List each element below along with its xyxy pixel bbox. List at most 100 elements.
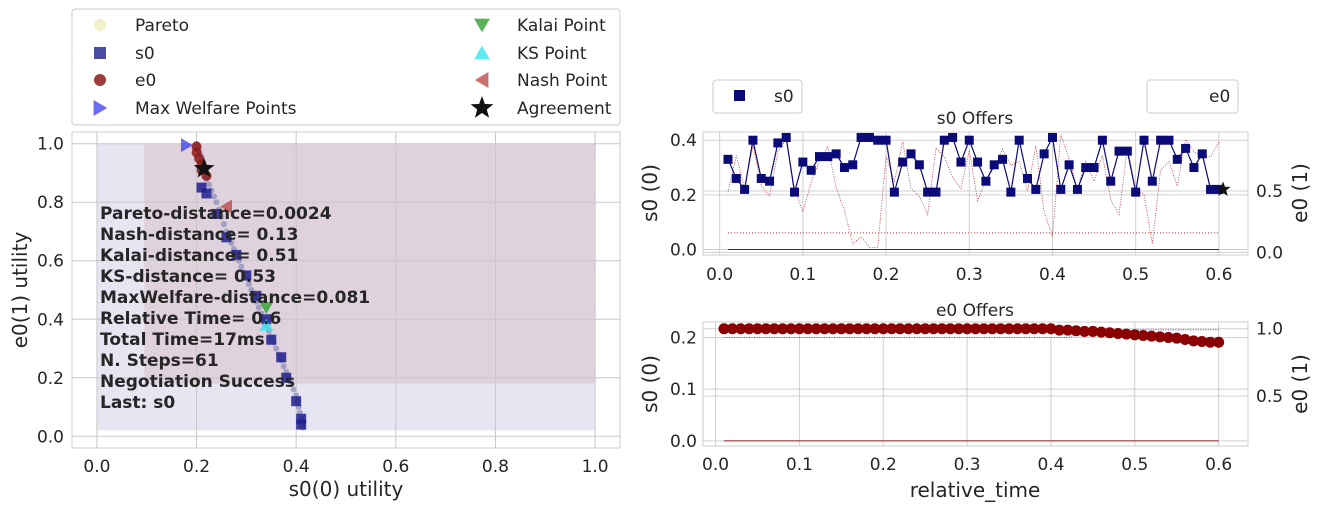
max-welfare-point [180,138,193,153]
s0-offers-point [790,187,800,197]
e0-offers-point [911,323,923,335]
e0-offers-x-tick-label: 0.1 [786,455,813,475]
e0-offers-x-tick-label: 0.5 [1121,455,1148,475]
e0-offers-point [1171,332,1183,344]
pareto-point [255,304,262,311]
s0-offers-point [756,173,766,183]
s0-offers-point [1089,163,1099,173]
e0-offers-point [802,323,814,335]
stat-annotation: N. Steps=61 [100,351,219,371]
stat-annotation: Last: s0 [100,393,175,413]
e0-offers-point [1062,324,1074,336]
e0-offers-x-tick-label: 0.3 [954,455,981,475]
utility-scatter-chart: 0.0 0.2 0.4 0.6 0.8 1.0 0.0 0.2 0.4 0.6 0.8 1.0 Par… [8,131,621,501]
e0-offers-point [944,323,956,335]
e0-offers-x-tick-label: 0.0 [702,455,729,475]
scatter-x-tick-label: 0.4 [283,457,310,477]
s0-offers-point [1114,146,1124,156]
e0-offers-point [877,323,889,335]
s0-offer-point [211,208,222,219]
s0-offers-point [1147,176,1157,186]
legend-label: Nash Point [517,71,608,91]
s0-offers-point [914,160,924,170]
s0-offers-right-tick-label: 0.5 [1256,182,1283,202]
e0-offers-point [1045,323,1057,335]
stat-annotation: Total Time=17ms [100,330,265,350]
s0-offers-point [1064,160,1074,170]
pareto-point [245,281,252,288]
s0-offers-y-tick-label: 0.4 [670,131,697,151]
s0-offers-x-tick-label: 0.3 [956,265,983,285]
pareto-point [206,181,212,188]
s0-offers-x-tick-label: 0.0 [706,265,733,285]
s0-offers-x-tick-label: 0.1 [789,265,816,285]
s0-offers-point [831,149,841,159]
legend-label: KS Point [517,44,587,64]
e0-offers-x-tick-label: 0.2 [870,455,897,475]
e0-offers-point [953,323,965,335]
e0-offers-x-axis-label: relative_time [910,478,1041,502]
s0-offer-point [276,352,287,363]
s0-offer-point [296,413,307,424]
stat-annotation: Nash-distance= 0.13 [100,225,299,245]
legend-marker-s0 [94,47,106,59]
s0-offers-chart: 0.0 0.1 0.2 0.3 0.4 0.5 0.6 0.0 0.2 0.4 0.0 0.5 s0 … [638,109,1312,285]
scatter-y-tick-label: 0.0 [37,427,64,447]
s0-offers-point [848,160,858,170]
s0-offers-point [740,184,750,194]
stat-annotation: KS-distance= 0.53 [100,267,276,287]
s0-offers-point [1122,146,1132,156]
e0-offers-point [1188,335,1199,347]
s0-offers-point [765,176,775,186]
s0-offers-point [781,132,791,142]
legend-marker-max-welfare [93,100,108,116]
s0-offer-point [196,182,207,193]
s0-offers-point [1197,149,1207,159]
legend-marker-pareto [94,19,106,31]
e0-offers-point [1003,323,1015,335]
s0-offers-point [748,135,758,145]
e0-offers-point [1037,323,1049,335]
s0-offers-point [1189,163,1199,173]
scatter-x-tick-label: 1.0 [582,457,609,477]
s0-offers-point [731,173,741,183]
s0-offers-x-tick-label: 0.5 [1122,265,1149,285]
e0-offers-point [827,323,839,335]
e0-offers-right-axis-label: e0 (1) [1288,354,1312,414]
s0-offer-point [201,188,212,199]
s0-offers-point [1047,132,1057,142]
s0-offers-point [864,132,874,142]
e0-offers-point [844,323,856,335]
e0-offers-y-tick-label: 0.1 [670,380,697,400]
e0-offers-chart: 0.0 0.1 0.2 0.3 0.4 0.5 0.6 0.0 0.1 0.2 0.5 1.0 e0 … [638,301,1312,502]
s0-offers-right-axis-label: e0 (1) [1288,163,1312,223]
e0-offers-point [768,323,780,335]
scatter-x-tick-label: 0.6 [382,457,409,477]
agreement-point [193,157,215,178]
e0-offers-point [1196,336,1208,348]
e0-offers-point [886,323,898,335]
legend-label: s0 [135,44,155,64]
s0-offers-x-tick-label: 0.6 [1205,265,1232,285]
e0-offers-point [852,323,864,335]
e0-offers-point [978,323,990,335]
pareto-point [210,193,217,200]
e0-offers-point [726,323,738,335]
legend-label: e0 [135,71,156,91]
stat-annotation: Relative Time= 0.6 [100,309,281,329]
stat-annotation: Pareto-distance=0.0024 [100,204,332,224]
e0-offers-point [810,323,822,335]
e0-offers-point [936,323,948,335]
e0-offers-title: e0 Offers [936,301,1014,321]
e0-offers-point [1079,325,1090,337]
s0-offer-point [251,290,262,301]
e0-offers-point [1011,323,1023,335]
s0-offers-legend-marker [734,90,745,101]
e0-offers-legend-box [1146,79,1239,114]
e0-offers-point [785,323,797,335]
s0-offers-point [806,165,816,175]
s0-offers-plot-area [702,131,1249,256]
s0-offer-point [281,372,292,383]
s0-offers-point [773,138,783,148]
